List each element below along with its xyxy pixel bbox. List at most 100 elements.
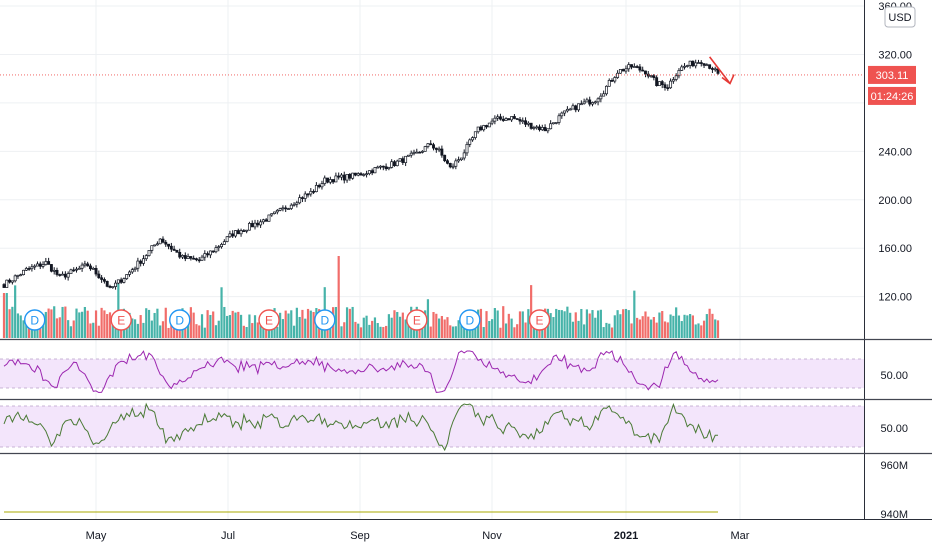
candle xyxy=(164,239,168,247)
candle xyxy=(267,214,271,222)
arrow-shaft[interactable] xyxy=(708,56,731,85)
volume-bar xyxy=(306,308,310,338)
candle xyxy=(10,280,14,285)
earnings-marker-5[interactable]: E xyxy=(406,309,428,331)
candle-body xyxy=(225,236,229,242)
candle xyxy=(591,101,594,107)
candle xyxy=(130,267,134,274)
candle-body xyxy=(181,255,184,258)
candle-body xyxy=(242,230,246,232)
currency-button[interactable]: USD xyxy=(884,6,916,28)
candle xyxy=(328,176,332,185)
candle-body xyxy=(702,63,706,66)
candle xyxy=(487,122,491,128)
candle xyxy=(434,147,438,153)
dividend-marker-0[interactable]: D xyxy=(24,309,46,331)
candle xyxy=(348,173,352,181)
volume-bar xyxy=(563,311,566,338)
candle xyxy=(298,194,302,205)
earnings-marker-1[interactable]: E xyxy=(110,309,132,331)
candle xyxy=(604,85,608,96)
candle-body xyxy=(186,256,190,259)
volume-bar xyxy=(189,307,192,338)
candle-body xyxy=(105,280,109,287)
candle xyxy=(694,59,698,69)
event-label: E xyxy=(265,314,273,328)
volume-bar xyxy=(471,326,474,338)
earnings-marker-7[interactable]: E xyxy=(528,309,551,331)
oscillator-tick-label: 50.00 xyxy=(880,423,908,435)
time-label: Sep xyxy=(350,530,370,542)
candle xyxy=(618,68,622,74)
candle-body xyxy=(440,148,444,156)
candle-body xyxy=(359,173,363,176)
volume-bar xyxy=(574,312,577,338)
candle xyxy=(309,188,313,197)
candle xyxy=(72,267,76,272)
dividend-marker-6[interactable]: D xyxy=(459,309,481,331)
candle xyxy=(560,111,564,119)
dividend-marker-4[interactable]: D xyxy=(314,309,336,331)
candle xyxy=(334,172,338,183)
candle-body xyxy=(387,167,391,170)
volume-bar xyxy=(86,310,89,338)
candle xyxy=(579,100,583,106)
candle-body xyxy=(267,214,271,222)
volume-bar xyxy=(47,308,50,338)
annotation-arrow[interactable] xyxy=(708,56,735,85)
volume-bar xyxy=(451,326,455,338)
candle xyxy=(161,236,165,244)
earnings-marker-3[interactable]: E xyxy=(258,309,280,331)
candle xyxy=(551,122,555,125)
candle xyxy=(507,118,511,121)
volume-bar xyxy=(694,324,697,338)
volume-bar xyxy=(231,310,234,338)
candle-body xyxy=(72,269,76,272)
candle-body xyxy=(75,268,78,271)
candle xyxy=(306,193,310,198)
candle-body xyxy=(593,101,597,104)
candle-body xyxy=(80,264,84,269)
candle xyxy=(387,166,391,171)
candle-body xyxy=(128,271,131,275)
volume-bar xyxy=(677,315,681,338)
volume-bar xyxy=(700,325,703,338)
volume-bar xyxy=(58,317,61,338)
volume-bar xyxy=(588,313,591,338)
volume-bar xyxy=(504,323,508,338)
candle-body xyxy=(510,116,514,121)
volume-bar xyxy=(373,317,377,338)
candle-body xyxy=(348,173,352,179)
candle-body xyxy=(543,127,547,132)
candle-body xyxy=(245,229,249,232)
candle-body xyxy=(644,70,647,75)
volume-bar xyxy=(602,327,605,338)
candle-body xyxy=(2,284,6,288)
event-circle xyxy=(406,309,428,331)
candle-body xyxy=(468,139,472,145)
candle xyxy=(172,245,176,251)
volume-bar xyxy=(708,308,711,338)
candle xyxy=(429,140,433,146)
candle xyxy=(155,241,159,246)
rsi-band xyxy=(0,359,864,388)
candle-body xyxy=(373,167,377,174)
candle xyxy=(8,278,12,284)
candle xyxy=(593,100,597,105)
volume-bar xyxy=(212,311,215,338)
candle xyxy=(702,63,706,69)
volume-bar xyxy=(55,318,59,338)
arrow-head[interactable] xyxy=(721,74,735,85)
candle xyxy=(206,251,210,258)
dividend-marker-2[interactable]: D xyxy=(169,309,191,331)
candle xyxy=(234,230,237,238)
candle xyxy=(245,229,249,234)
volume-bar xyxy=(125,322,128,338)
candle xyxy=(415,148,419,154)
candle-body xyxy=(259,221,263,226)
candle xyxy=(264,218,268,222)
candle-body xyxy=(309,191,313,195)
candle-body xyxy=(574,105,578,111)
